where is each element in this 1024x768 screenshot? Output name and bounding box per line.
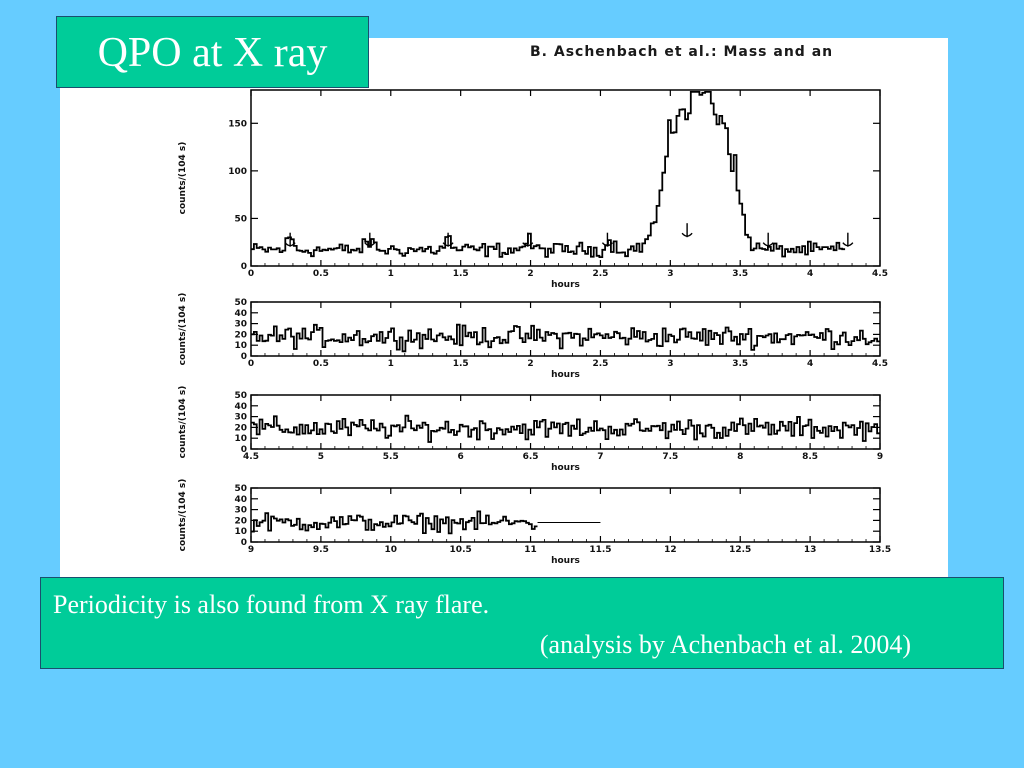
x-tick-label: 2 xyxy=(527,269,533,279)
y-tick-label: 10 xyxy=(234,341,247,351)
y-tick-label: 0 xyxy=(241,262,247,272)
y-tick-label: 50 xyxy=(234,391,247,401)
x-tick-label: 3.5 xyxy=(732,269,748,279)
x-tick-label: 9.5 xyxy=(313,545,329,555)
y-tick-label: 0 xyxy=(241,538,247,548)
x-tick-label: 0.5 xyxy=(313,269,329,279)
x-tick-label: 3 xyxy=(667,359,673,369)
x-tick-label: 1.5 xyxy=(453,359,469,369)
figure-panel: B. Aschenbach et al.: Mass and an 0 0.5 1 1… xyxy=(60,38,948,578)
y-axis-label: counts/(104 s) xyxy=(178,386,188,459)
x-tick-label: 4 xyxy=(807,359,813,369)
plot-frame-1 xyxy=(250,89,881,267)
period-arrow-head xyxy=(762,242,774,247)
caption-box: Periodicity is also found from X ray fla… xyxy=(40,577,1004,669)
y-axis-label: counts/(104 s) xyxy=(178,479,188,552)
y-tick-label: 150 xyxy=(228,119,247,129)
x-tick-label: 5 xyxy=(318,452,324,462)
slide-title: QPO at X ray xyxy=(56,16,369,88)
y-tick-label: 40 xyxy=(234,495,247,505)
light-curve-series xyxy=(251,91,846,258)
x-tick-label: 5.5 xyxy=(383,452,399,462)
x-tick-label: 3 xyxy=(667,269,673,279)
y-tick-label: 40 xyxy=(234,309,247,319)
y-tick-label: 50 xyxy=(234,214,247,224)
y-tick-label: 20 xyxy=(234,330,247,340)
x-tick-label: 1 xyxy=(388,269,394,279)
x-tick-label: 8.5 xyxy=(802,452,818,462)
y-axis-label: counts/(104 s) xyxy=(178,293,188,366)
y-tick-label: 20 xyxy=(234,423,247,433)
x-tick-label: 1 xyxy=(388,359,394,369)
x-tick-label: 11.5 xyxy=(589,545,611,555)
y-axis-label: counts/(104 s) xyxy=(178,142,188,215)
y-tick-label: 0 xyxy=(241,352,247,362)
x-tick-label: 4.5 xyxy=(243,452,259,462)
y-tick-label: 10 xyxy=(234,434,247,444)
light-curve-series xyxy=(251,510,538,535)
period-arrow-head xyxy=(442,242,454,247)
x-axis-label: hours xyxy=(551,280,580,290)
x-tick-label: 9 xyxy=(877,452,883,462)
plot-frame-2 xyxy=(250,301,881,357)
x-tick-label: 4.5 xyxy=(872,359,888,369)
x-tick-label: 9 xyxy=(248,545,254,555)
y-tick-label: 20 xyxy=(234,516,247,526)
x-tick-label: 0.5 xyxy=(313,359,329,369)
period-arrow-head xyxy=(364,242,376,247)
x-tick-label: 13.5 xyxy=(869,545,891,555)
x-axis-label: hours xyxy=(551,370,580,380)
x-tick-label: 13 xyxy=(804,545,817,555)
paper-header: B. Aschenbach et al.: Mass and an xyxy=(530,44,834,60)
light-curve-series xyxy=(251,323,880,353)
plot-frame-4 xyxy=(250,487,881,543)
x-axis-label: hours xyxy=(551,556,580,566)
x-tick-label: 6 xyxy=(458,452,464,462)
period-arrow-head xyxy=(842,242,854,247)
period-arrow-head xyxy=(522,242,534,247)
y-tick-label: 0 xyxy=(241,445,247,455)
x-tick-label: 11 xyxy=(524,545,537,555)
x-axis-label: hours xyxy=(551,463,580,473)
x-tick-label: 12 xyxy=(664,545,677,555)
period-arrow-head xyxy=(681,232,693,237)
y-tick-label: 10 xyxy=(234,527,247,537)
y-tick-label: 30 xyxy=(234,320,247,330)
period-arrow-head xyxy=(601,242,613,247)
light-curve-chart: 0 0.5 1 1.5 2 2.5 3 3.5 4 4.5050100150hourscounts… xyxy=(178,89,891,566)
x-tick-label: 10.5 xyxy=(450,545,472,555)
x-tick-label: 10 xyxy=(385,545,398,555)
x-tick-label: 12.5 xyxy=(729,545,751,555)
y-tick-label: 50 xyxy=(234,298,247,308)
x-tick-label: 3.5 xyxy=(732,359,748,369)
y-tick-label: 50 xyxy=(234,484,247,494)
x-tick-label: 4.5 xyxy=(872,269,888,279)
x-tick-label: 7 xyxy=(597,452,603,462)
y-tick-label: 40 xyxy=(234,402,247,412)
x-tick-label: 2.5 xyxy=(592,359,608,369)
x-tick-label: 1.5 xyxy=(453,269,469,279)
x-tick-label: 6.5 xyxy=(523,452,539,462)
x-tick-label: 2.5 xyxy=(592,269,608,279)
y-tick-label: 30 xyxy=(234,506,247,516)
x-tick-label: 7.5 xyxy=(662,452,678,462)
caption-line-2: (analysis by Achenbach et al. 2004) xyxy=(539,630,911,659)
x-tick-label: 0 xyxy=(248,269,254,279)
y-tick-label: 30 xyxy=(234,413,247,423)
period-arrow-head xyxy=(284,242,296,247)
x-tick-label: 8 xyxy=(737,452,743,462)
x-tick-label: 2 xyxy=(527,359,533,369)
light-curve-series xyxy=(251,414,880,443)
x-tick-label: 0 xyxy=(248,359,254,369)
caption-line-1: Periodicity is also found from X ray fla… xyxy=(53,590,490,619)
y-tick-label: 100 xyxy=(228,167,247,177)
x-tick-label: 4 xyxy=(807,269,813,279)
